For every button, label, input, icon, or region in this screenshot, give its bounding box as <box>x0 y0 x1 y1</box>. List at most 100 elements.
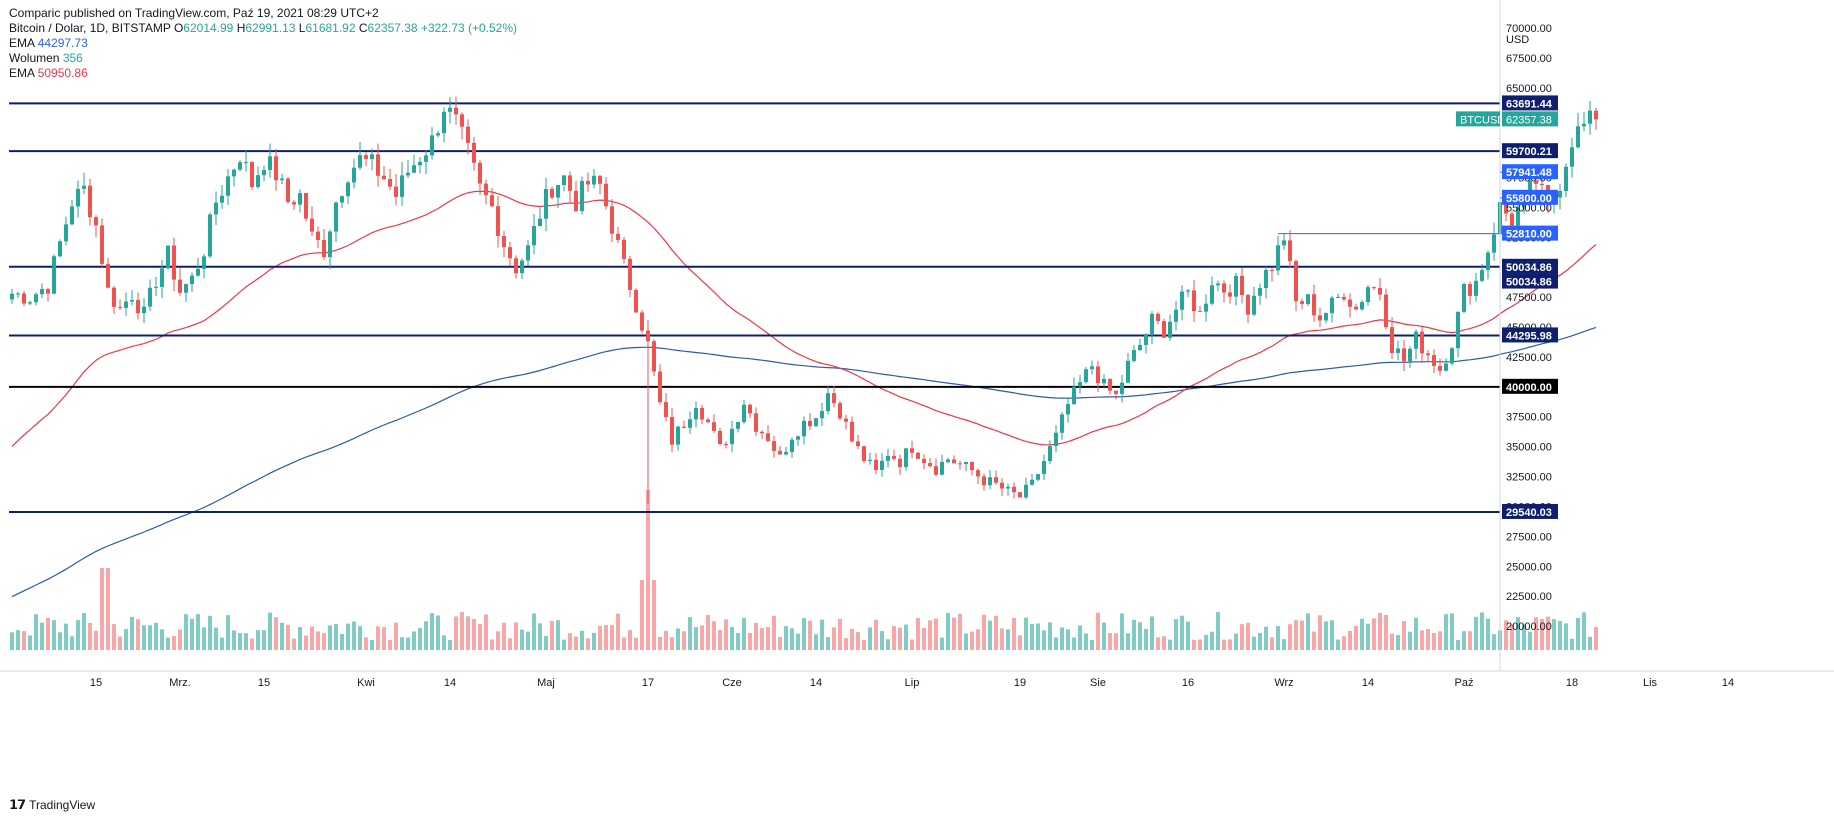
volume-bar <box>718 629 722 650</box>
volume-bar <box>1534 617 1538 650</box>
level-price-badge <box>1502 378 1558 394</box>
candle-body <box>316 231 320 240</box>
candle-body <box>40 289 44 295</box>
candle-body <box>574 190 578 211</box>
volume-bar <box>166 637 170 650</box>
candle-body <box>616 233 620 240</box>
volume-bar <box>1480 612 1484 650</box>
volume-legend[interactable]: Wolumen 356 <box>9 51 517 66</box>
candle-body <box>292 202 296 205</box>
time-tick-label: Cze <box>722 677 742 689</box>
volume-bar <box>1570 638 1574 650</box>
candle-body <box>1138 344 1142 351</box>
volume-bar <box>256 630 260 650</box>
candle-body <box>1336 296 1340 298</box>
candle-body <box>856 441 860 447</box>
candles[interactable] <box>10 96 1598 505</box>
brand-text: TradingView <box>29 798 96 812</box>
volume-bar <box>970 631 974 650</box>
level-price-badge <box>1502 164 1558 180</box>
volume-bar <box>658 636 662 650</box>
volume-bar <box>556 620 560 650</box>
volume-bar <box>250 638 254 650</box>
volume-bar <box>826 637 830 650</box>
volume-bar <box>976 629 980 650</box>
candle-body <box>850 421 854 442</box>
volume-bar <box>796 633 800 650</box>
volume-bar <box>40 622 44 650</box>
candle-body <box>562 175 566 186</box>
time-tick-label: 14 <box>1722 677 1734 689</box>
candle-body <box>970 461 974 471</box>
ema-long-legend[interactable]: EMA 44297.73 <box>9 36 517 51</box>
chart-legend: Comparic published on TradingView.com, P… <box>9 6 517 81</box>
volume-bar <box>568 633 572 650</box>
candle-body <box>832 393 836 404</box>
candle-body <box>484 183 488 196</box>
candle-body <box>496 206 500 236</box>
level-price-badge <box>1502 143 1558 159</box>
candle-body <box>388 178 392 187</box>
volume-bar <box>760 627 764 650</box>
volume-bar <box>958 613 962 650</box>
volume-bar <box>604 625 608 650</box>
candle-body <box>124 301 128 308</box>
candle-body <box>160 268 164 287</box>
candle-body <box>1024 484 1028 498</box>
candle-body <box>1126 360 1130 383</box>
candle-body <box>916 452 920 459</box>
candle-body <box>514 258 518 274</box>
volume-bar <box>28 635 32 650</box>
volume-bar <box>1144 628 1148 650</box>
candle-body <box>130 300 134 302</box>
candle-body <box>406 172 410 176</box>
symbol-description[interactable]: Bitcoin / Dolar, 1D, BITSTAMP <box>9 21 171 35</box>
volume-bar <box>316 631 320 650</box>
time-tick-label: 14 <box>1362 677 1374 689</box>
candle-body <box>544 188 548 219</box>
level-price-badge <box>1502 225 1558 241</box>
time-tick-label: Mrz. <box>169 677 190 689</box>
candle-body <box>172 245 176 280</box>
candle-body <box>610 206 614 234</box>
candle-body <box>208 214 212 257</box>
candle-body <box>604 183 608 207</box>
candle-body <box>1246 295 1250 315</box>
candle-body <box>460 114 464 127</box>
candle-body <box>1348 299 1352 307</box>
candle-body <box>1558 190 1562 198</box>
candle-body <box>178 279 182 293</box>
volume-bar <box>1348 630 1352 650</box>
volume-bar <box>1468 631 1472 650</box>
volume-bar <box>676 628 680 650</box>
volume-bar <box>1306 613 1310 650</box>
candle-body <box>472 142 476 163</box>
candle-body <box>694 407 698 420</box>
candle-body <box>358 155 362 168</box>
candle-body <box>1114 390 1118 394</box>
candle-body <box>820 411 824 419</box>
time-axis[interactable]: 15 Mrz. 15 Kwi 14 Maj 17 Cze 14 Lip 19 Sie 16 Wrz 14 Pa… <box>0 670 1834 689</box>
volume-bar <box>1162 636 1166 650</box>
volume-bar <box>334 624 338 650</box>
candle-body <box>310 218 314 232</box>
symbol-badge-text: BTCUSD <box>1460 114 1505 126</box>
candle-body <box>1084 369 1088 383</box>
tradingview-logo[interactable]: 𝟭𝟳 TradingView <box>9 797 95 813</box>
volume-bar <box>1048 622 1052 650</box>
price-tick-label: 25000.00 <box>1506 561 1552 573</box>
ema-short-legend[interactable]: EMA 50950.86 <box>9 66 517 81</box>
candle-body <box>1252 295 1256 315</box>
volume-bar <box>688 617 692 650</box>
support-resistance-levels[interactable] <box>9 102 1530 513</box>
volume-bar <box>622 637 626 650</box>
candle-body <box>442 111 446 134</box>
volume-label: Wolumen <box>9 51 60 65</box>
candle-body <box>28 302 32 304</box>
volume-bar <box>1252 636 1256 650</box>
change-value: +322.73 (+0.52%) <box>420 21 518 35</box>
level-price-badge <box>1502 95 1558 111</box>
candle-body <box>424 155 428 162</box>
candle-body <box>448 107 452 112</box>
